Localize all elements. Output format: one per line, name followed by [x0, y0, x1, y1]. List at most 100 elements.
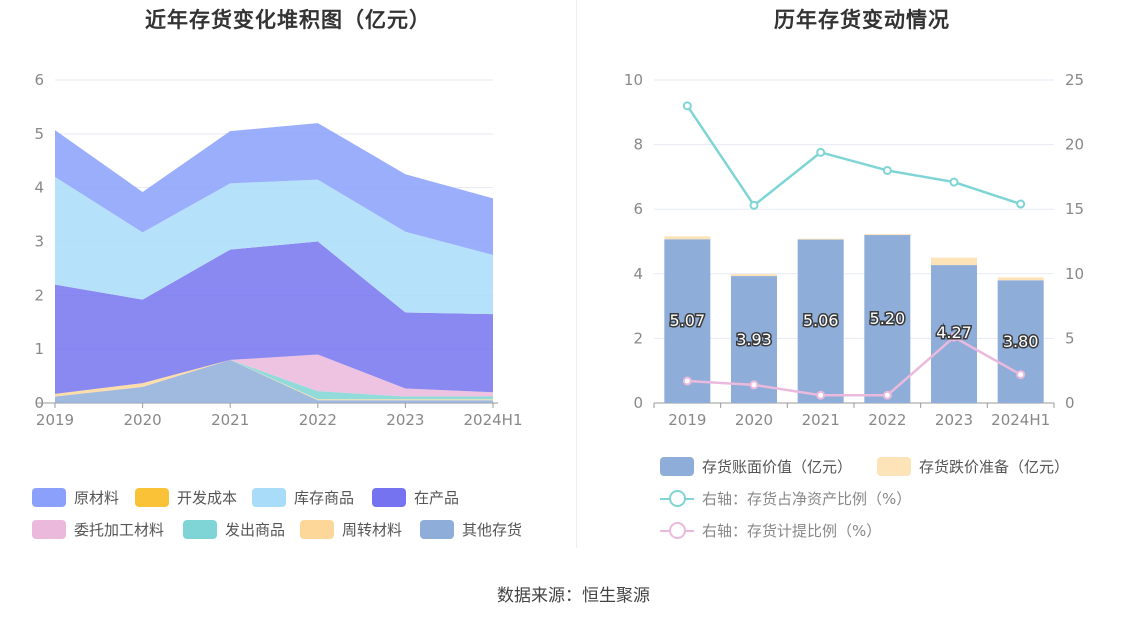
bar-data-label: 5.06 — [803, 311, 839, 330]
legend-swatch — [372, 488, 406, 507]
legend-item[interactable]: 原材料 — [32, 487, 119, 508]
line-point — [882, 165, 892, 175]
legend-swatch — [252, 488, 286, 507]
y-tick-label: 4 — [633, 265, 643, 283]
y-tick-label: 3 — [34, 233, 44, 251]
legend-swatch — [877, 457, 911, 476]
legend-item[interactable]: 发出商品 — [183, 519, 285, 540]
legend-label: 原材料 — [74, 489, 120, 507]
line-point — [882, 390, 892, 400]
legend-label: 开发成本 — [177, 489, 238, 507]
area-series — [55, 359, 493, 403]
y2-tick-label: 5 — [1065, 329, 1075, 347]
legend-label: 其他存货 — [462, 521, 523, 539]
x-tick-label: 2021 — [211, 411, 249, 429]
legend-swatch — [660, 521, 694, 540]
y-tick-label: 2 — [633, 329, 643, 347]
panel-divider — [576, 0, 577, 548]
bar-impairment — [664, 236, 711, 240]
y2-tick-label: 25 — [1065, 71, 1084, 89]
series-line — [686, 105, 1022, 208]
line-point — [816, 390, 826, 400]
x-tick-label: 2023 — [935, 411, 973, 429]
legend-label: 委托加工材料 — [74, 521, 165, 539]
area-series — [55, 123, 493, 255]
legend-item[interactable]: 其他存货 — [420, 519, 522, 540]
y2-tick-label: 15 — [1065, 200, 1084, 218]
bar-data-label: 3.93 — [736, 330, 772, 349]
y-tick-label: 0 — [633, 394, 643, 412]
x-tick-label: 2023 — [386, 411, 424, 429]
legend-item[interactable]: 委托加工材料 — [32, 519, 164, 540]
bar-book-value — [664, 239, 711, 403]
bar-impairment — [797, 238, 844, 240]
legend-swatch — [32, 488, 66, 507]
left-chart-panel: 近年存货变化堆积图（亿元） 0 1 2 3 4 5 6 2019 2020 2021 2022 202… — [0, 0, 576, 552]
bar-impairment — [731, 274, 777, 277]
area-series — [55, 354, 493, 397]
y-tick-label: 6 — [633, 200, 643, 218]
legend-item[interactable]: 右轴：存货计提比例（%） — [660, 520, 881, 541]
y-tick-label: 4 — [34, 179, 44, 197]
y2-tick-label: 10 — [1065, 265, 1084, 283]
area-series — [55, 359, 493, 400]
legend-label: 右轴：存货计提比例（%） — [702, 522, 882, 540]
area-series — [55, 176, 493, 315]
y2-tick-label: 20 — [1065, 136, 1084, 154]
y-tick-label: 8 — [633, 136, 643, 154]
x-tick-label: 2019 — [668, 411, 706, 429]
y-tick-label: 2 — [34, 286, 44, 304]
bar-book-value — [797, 239, 844, 403]
x-tick-label: 2020 — [735, 411, 773, 429]
line-point — [749, 380, 759, 390]
left-chart-title: 近年存货变化堆积图（亿元） — [145, 8, 431, 32]
bar-data-label: 3.80 — [1003, 332, 1039, 351]
x-tick-label: 2021 — [802, 411, 840, 429]
legend-item[interactable]: 周转材料 — [300, 519, 402, 540]
legend-label: 右轴：存货占净资产比例（%） — [702, 490, 912, 508]
y-tick-label: 5 — [34, 125, 44, 143]
legend-label: 在产品 — [414, 489, 460, 507]
right-chart-title: 历年存货变动情况 — [774, 8, 950, 32]
line-point — [949, 332, 959, 342]
legend-item[interactable]: 库存商品 — [252, 487, 354, 508]
legend-swatch — [660, 489, 694, 508]
y-tick-label: 6 — [34, 71, 44, 89]
x-tick-label: 2019 — [36, 411, 74, 429]
line-point — [1016, 370, 1026, 380]
legend-swatch — [183, 520, 217, 539]
data-source-note: 数据来源：恒生聚源 — [497, 586, 650, 606]
legend-swatch — [300, 520, 334, 539]
legend-label: 发出商品 — [225, 521, 286, 539]
x-tick-label: 2022 — [299, 411, 337, 429]
legend-item[interactable]: 在产品 — [372, 487, 459, 508]
legend-swatch — [32, 520, 66, 539]
bar-line-combo-chart: 0 2 4 6 8 10 0 5 10 15 20 25 2019 2020 2021 2022 2023 202… — [624, 71, 1084, 429]
line-point — [682, 101, 692, 111]
bar-impairment — [997, 277, 1044, 281]
y2-tick-label: 0 — [1065, 394, 1075, 412]
line-point — [749, 200, 759, 210]
legend-item[interactable]: 开发成本 — [135, 487, 237, 508]
series-line — [687, 335, 1022, 397]
legend-swatch — [660, 457, 694, 476]
legend-label: 库存商品 — [294, 489, 355, 507]
bar-book-value — [997, 280, 1044, 403]
line-point — [682, 376, 692, 386]
bar-impairment — [931, 257, 977, 266]
bar-impairment — [864, 234, 911, 236]
bar-book-value — [864, 235, 911, 403]
bar-data-label: 5.07 — [670, 311, 706, 330]
bar-data-label: 4.27 — [936, 323, 972, 342]
legend-item[interactable]: 存货账面价值（亿元） — [660, 456, 852, 477]
legend-label: 周转材料 — [342, 521, 403, 539]
legend-label: 存货跌价准备（亿元） — [919, 458, 1070, 476]
x-tick-label: 2020 — [124, 411, 162, 429]
y-tick-label: 1 — [34, 340, 44, 358]
legend-item[interactable]: 存货跌价准备（亿元） — [877, 456, 1069, 477]
y-tick-label: 10 — [624, 71, 643, 89]
line-point — [816, 147, 826, 157]
area-series — [55, 241, 493, 394]
legend-item[interactable]: 右轴：存货占净资产比例（%） — [660, 488, 911, 509]
